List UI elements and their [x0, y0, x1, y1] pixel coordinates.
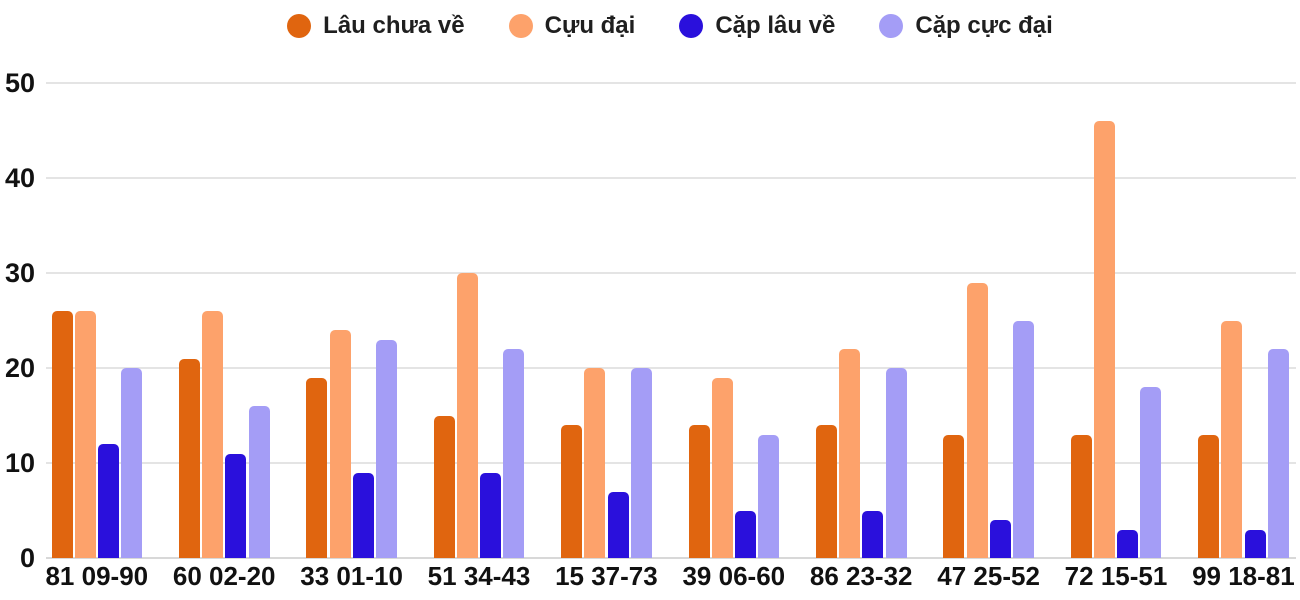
bar-series0-group2[interactable] — [306, 377, 328, 558]
bar-series2-group4[interactable] — [607, 491, 629, 558]
bar-series1-group0[interactable] — [74, 311, 96, 558]
bar-series3-group3[interactable] — [503, 349, 525, 558]
x-axis-label: 33 01-10 — [300, 561, 403, 591]
x-axis-label: 51 34-43 — [427, 561, 531, 591]
bar-series1-group7[interactable] — [966, 282, 988, 558]
bar-series0-group5[interactable] — [688, 425, 710, 558]
bar-series2-group8[interactable] — [1117, 529, 1139, 558]
legend-item-1[interactable]: Cựu đại — [508, 12, 636, 40]
bar-series2-group5[interactable] — [734, 510, 756, 558]
bar-series0-group6[interactable] — [815, 425, 837, 558]
bar-series3-group8[interactable] — [1140, 387, 1162, 558]
gridline — [46, 367, 1296, 369]
gridline — [46, 462, 1296, 464]
bar-series1-group4[interactable] — [584, 368, 606, 558]
x-axis-label: 60 02-20 — [172, 561, 276, 591]
bar-series2-group2[interactable] — [352, 472, 374, 558]
bar-series1-group1[interactable] — [202, 311, 224, 558]
bar-series0-group3[interactable] — [433, 415, 455, 558]
bar-series2-group6[interactable] — [862, 510, 884, 558]
gridline — [46, 82, 1296, 84]
bar-series1-group2[interactable] — [329, 330, 351, 558]
bar-series0-group1[interactable] — [178, 358, 200, 558]
bar-series3-group1[interactable] — [248, 406, 270, 558]
bar-series0-group7[interactable] — [943, 434, 965, 558]
bar-series3-group2[interactable] — [375, 339, 397, 558]
bar-series0-group9[interactable] — [1198, 434, 1220, 558]
y-axis-label: 0 — [19, 543, 35, 573]
bar-series2-group1[interactable] — [225, 453, 247, 558]
bar-series1-group6[interactable] — [839, 349, 861, 558]
x-axis-label: 81 09-90 — [45, 561, 149, 591]
legend-circle-icon — [508, 14, 533, 38]
bar-series1-group9[interactable] — [1221, 320, 1243, 558]
x-axis-label: 99 18-81 — [1192, 561, 1295, 591]
bar-series3-group4[interactable] — [630, 368, 652, 558]
bar-series0-group8[interactable] — [1070, 434, 1092, 558]
legend-label: Cặp lâu về — [715, 12, 836, 39]
legend-label: Cựu đại — [544, 12, 636, 39]
legend-circle-icon — [287, 14, 312, 38]
bar-series2-group0[interactable] — [97, 444, 119, 558]
y-axis-label: 10 — [4, 448, 35, 478]
chart-legend: Lâu chưa về Cựu đại Cặp lâu về Cặp cực đại — [40, 7, 1300, 45]
bar-series1-group5[interactable] — [711, 377, 733, 558]
bar-series3-group5[interactable] — [758, 434, 780, 558]
bar-series1-group3[interactable] — [456, 273, 478, 558]
bar-series3-group6[interactable] — [885, 368, 907, 558]
bar-series3-group9[interactable] — [1267, 349, 1289, 558]
legend-item-2[interactable]: Cặp lâu về — [679, 12, 835, 40]
legend-label: Cặp cực đại — [915, 12, 1053, 39]
y-axis-label: 40 — [4, 163, 35, 193]
y-axis-label: 30 — [4, 258, 35, 288]
legend-circle-icon — [879, 14, 904, 38]
y-axis-label: 20 — [4, 353, 35, 383]
bar-series2-group9[interactable] — [1244, 529, 1266, 558]
bar-series2-group3[interactable] — [480, 472, 502, 558]
x-axis-label: 15 37-73 — [555, 561, 658, 591]
x-axis-label: 39 06-60 — [682, 561, 786, 591]
x-axis-label: 86 23-32 — [809, 561, 913, 591]
bar-series1-group8[interactable] — [1093, 121, 1115, 558]
bar-series3-group7[interactable] — [1012, 320, 1034, 558]
gridline — [46, 272, 1296, 274]
legend-circle-icon — [679, 14, 704, 38]
legend-item-3[interactable]: Cặp cực đại — [879, 12, 1053, 40]
x-axis-label: 47 25-52 — [937, 561, 1040, 591]
x-axis-label: 72 15-51 — [1064, 561, 1168, 591]
y-axis-label: 50 — [4, 68, 35, 98]
bar-series0-group0[interactable] — [51, 311, 73, 558]
bar-series2-group7[interactable] — [989, 520, 1011, 558]
legend-label: Lâu chưa về — [323, 12, 465, 39]
x-axis-baseline — [46, 557, 1296, 559]
bar-series0-group4[interactable] — [561, 425, 583, 558]
bar-series3-group0[interactable] — [121, 368, 143, 558]
legend-item-0[interactable]: Lâu chưa về — [287, 12, 465, 40]
gridline — [46, 177, 1296, 179]
